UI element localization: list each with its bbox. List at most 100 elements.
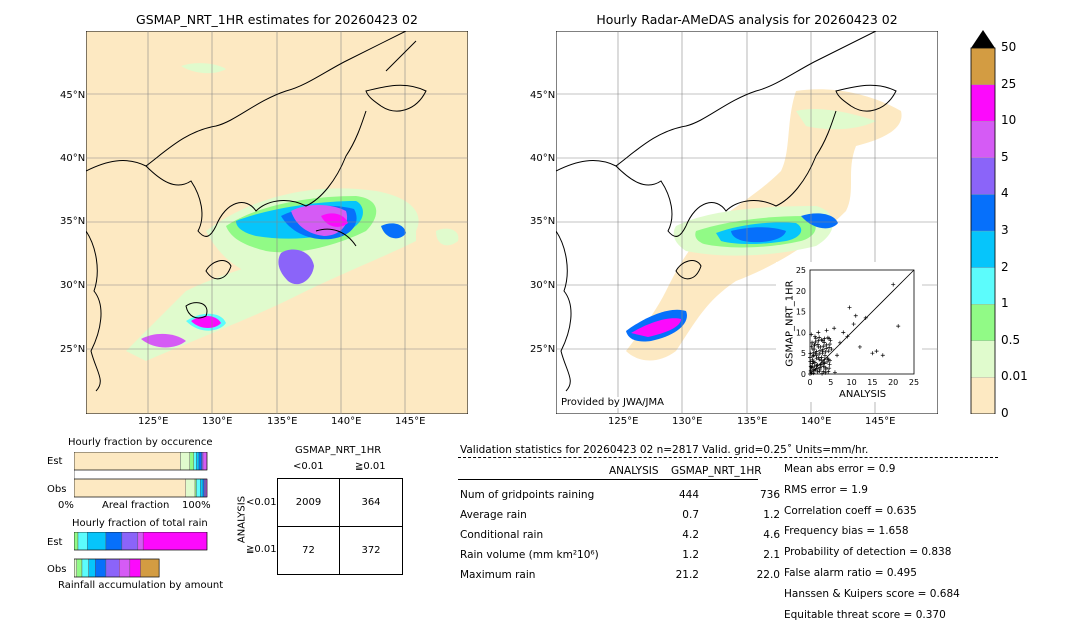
scatter-xtick: 0 xyxy=(807,378,812,387)
fraction-segment xyxy=(77,532,88,551)
scatter-point xyxy=(809,344,814,349)
tot-est-label: Est xyxy=(47,537,63,548)
scatter-point xyxy=(853,313,858,318)
fraction-segment xyxy=(189,452,194,471)
colorbar-label: 2 xyxy=(1001,259,1009,274)
right-lat-40: 40°N xyxy=(530,153,556,164)
right-lon-145: 145°E xyxy=(865,416,896,427)
scatter-point xyxy=(823,367,828,372)
fraction-segment xyxy=(119,558,131,578)
scatter-point xyxy=(810,340,815,345)
scatter-point xyxy=(810,354,815,359)
fraction-segment xyxy=(180,452,190,471)
right-lon-140: 140°E xyxy=(801,416,832,427)
scatter-point xyxy=(814,349,819,354)
fraction-segment xyxy=(88,558,96,578)
contingency-cell-21: 72 xyxy=(302,545,315,556)
scatter-point xyxy=(874,349,879,354)
scatter-point xyxy=(825,356,830,361)
scatter-point xyxy=(808,368,813,373)
left-map-title: GSMAP_NRT_1HR estimates for 20260423 02 xyxy=(136,12,418,27)
scatter-point xyxy=(824,328,829,333)
contingency-cell-11: 2009 xyxy=(295,497,322,508)
scatter-ytick: 0 xyxy=(801,370,806,379)
scatter-point xyxy=(815,362,820,367)
scatter-inset: 00 5 5 10 10 15 15 20 20 25 25 xyxy=(776,262,922,402)
colorbar-cell xyxy=(970,377,996,414)
colorbar-label: 0.01 xyxy=(1001,369,1028,384)
axis-0pct: 0% xyxy=(58,500,74,511)
fraction-segment xyxy=(105,558,120,578)
scatter-point xyxy=(832,326,837,331)
scatter-xtick: 10 xyxy=(847,378,857,387)
right-lon-130: 130°E xyxy=(672,416,703,427)
scatter-point xyxy=(809,332,814,337)
scatter-point xyxy=(814,363,819,368)
fraction-segment xyxy=(185,478,196,498)
occ-obs-label: Obs xyxy=(47,484,67,495)
fraction-segment xyxy=(74,558,77,578)
right-lat-25: 25°N xyxy=(530,344,556,355)
score-mean-abs-error: Mean abs error = 0.9 xyxy=(784,463,896,475)
scatter-point xyxy=(808,355,812,360)
scatter-point xyxy=(825,335,830,340)
fraction-segment xyxy=(121,532,139,551)
scatter-ylabel: GSMAP_NRT_1HR xyxy=(784,280,796,367)
scatter-point xyxy=(826,369,831,374)
scatter-point xyxy=(827,366,832,371)
contingency-cell-22: 372 xyxy=(361,545,381,556)
score-pod: Probability of detection = 0.838 xyxy=(784,546,952,559)
colorbar-cell xyxy=(970,84,996,122)
row-analysis: 4.2 xyxy=(682,529,699,541)
scatter-ticks: 00 5 5 10 10 15 15 20 20 25 25 xyxy=(796,266,919,387)
scatter-point xyxy=(818,344,823,349)
scatter-point xyxy=(820,371,825,376)
scatter-point xyxy=(815,342,820,347)
scatter-point xyxy=(822,340,827,345)
scatter-point xyxy=(821,344,826,349)
row-label: Rain volume (mm km²10⁶) xyxy=(460,549,599,561)
scatter-point xyxy=(896,324,901,329)
colorbar-cell xyxy=(970,230,996,268)
right-lat-35: 35°N xyxy=(530,216,556,227)
row-label: Average rain xyxy=(460,509,527,521)
left-lat-35: 35°N xyxy=(60,216,86,227)
scatter-xtick: 15 xyxy=(867,378,877,387)
scatter-point xyxy=(832,370,837,375)
contingency-col-lt: <0.01 xyxy=(293,461,324,472)
scatter-ytick: 20 xyxy=(796,287,806,296)
score-correlation: Correlation coeff = 0.635 xyxy=(784,504,917,517)
row-label: Num of gridpoints raining xyxy=(460,489,595,501)
validation-col-gsmap: GSMAP_NRT_1HR xyxy=(671,465,762,477)
rainfall-accumulation-footer: Rainfall accumulation by amount xyxy=(58,580,224,591)
fraction-segment xyxy=(74,478,186,498)
fraction-segment xyxy=(196,478,201,498)
validation-row: Num of gridpoints raining 444 736 xyxy=(460,485,780,505)
scatter-point xyxy=(841,330,846,335)
colorbar xyxy=(970,30,996,414)
scatter-point xyxy=(808,359,813,364)
scatter-point xyxy=(812,360,817,365)
fraction-segment xyxy=(81,558,89,578)
row-analysis: 1.2 xyxy=(682,549,699,561)
scatter-xlabel: ANALYSIS xyxy=(839,389,887,400)
score-rms-error: RMS error = 1.9 xyxy=(784,483,868,496)
row-analysis: 0.7 xyxy=(682,509,699,521)
left-lat-40: 40°N xyxy=(60,153,86,164)
score-frequency-bias: Frequency bias = 1.658 xyxy=(784,525,909,538)
validation-col-underline xyxy=(458,479,758,480)
row-gsmap: 2.1 xyxy=(763,549,780,561)
occurrence-title: Hourly fraction by occurence xyxy=(68,437,213,448)
left-lon-140: 140°E xyxy=(331,416,362,427)
colorbar-label: 10 xyxy=(1001,113,1017,128)
colorbar-extend-arrow xyxy=(971,30,995,48)
occ-obs-bar xyxy=(74,478,208,498)
row-label: Maximum rain xyxy=(460,569,536,581)
colorbar-label: 5 xyxy=(1001,149,1009,164)
contingency-col-ge: ≧0.01 xyxy=(355,461,386,472)
right-lat-45: 45°N xyxy=(530,90,556,101)
total-rain-bars xyxy=(74,532,208,578)
fraction-segment xyxy=(74,452,181,471)
fraction-segment xyxy=(137,532,144,551)
scatter-point xyxy=(808,372,812,376)
